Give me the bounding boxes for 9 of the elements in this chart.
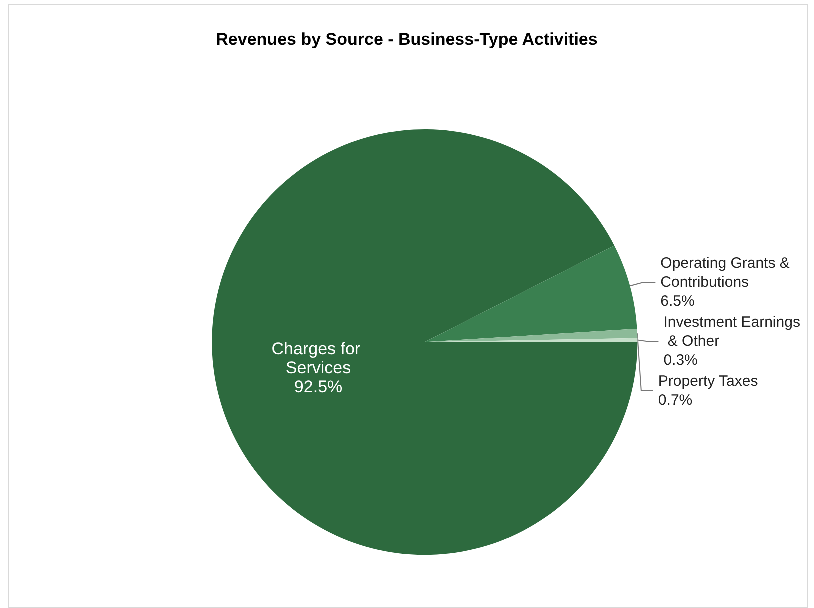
data-label: 0.7% — [658, 392, 693, 409]
chart-title: Revenues by Source - Business-Type Activities — [216, 30, 598, 49]
data-label: 0.3% — [664, 352, 698, 369]
slice-label: Investment Earnings & Other — [664, 314, 800, 350]
slice-label: Property Taxes — [658, 372, 758, 390]
slice-label: Operating Grants & Contributions — [660, 254, 794, 291]
data-label: 92.5% — [294, 377, 343, 396]
slice-label: Charges for Services — [272, 339, 366, 378]
data-label: 6.5% — [660, 292, 695, 310]
